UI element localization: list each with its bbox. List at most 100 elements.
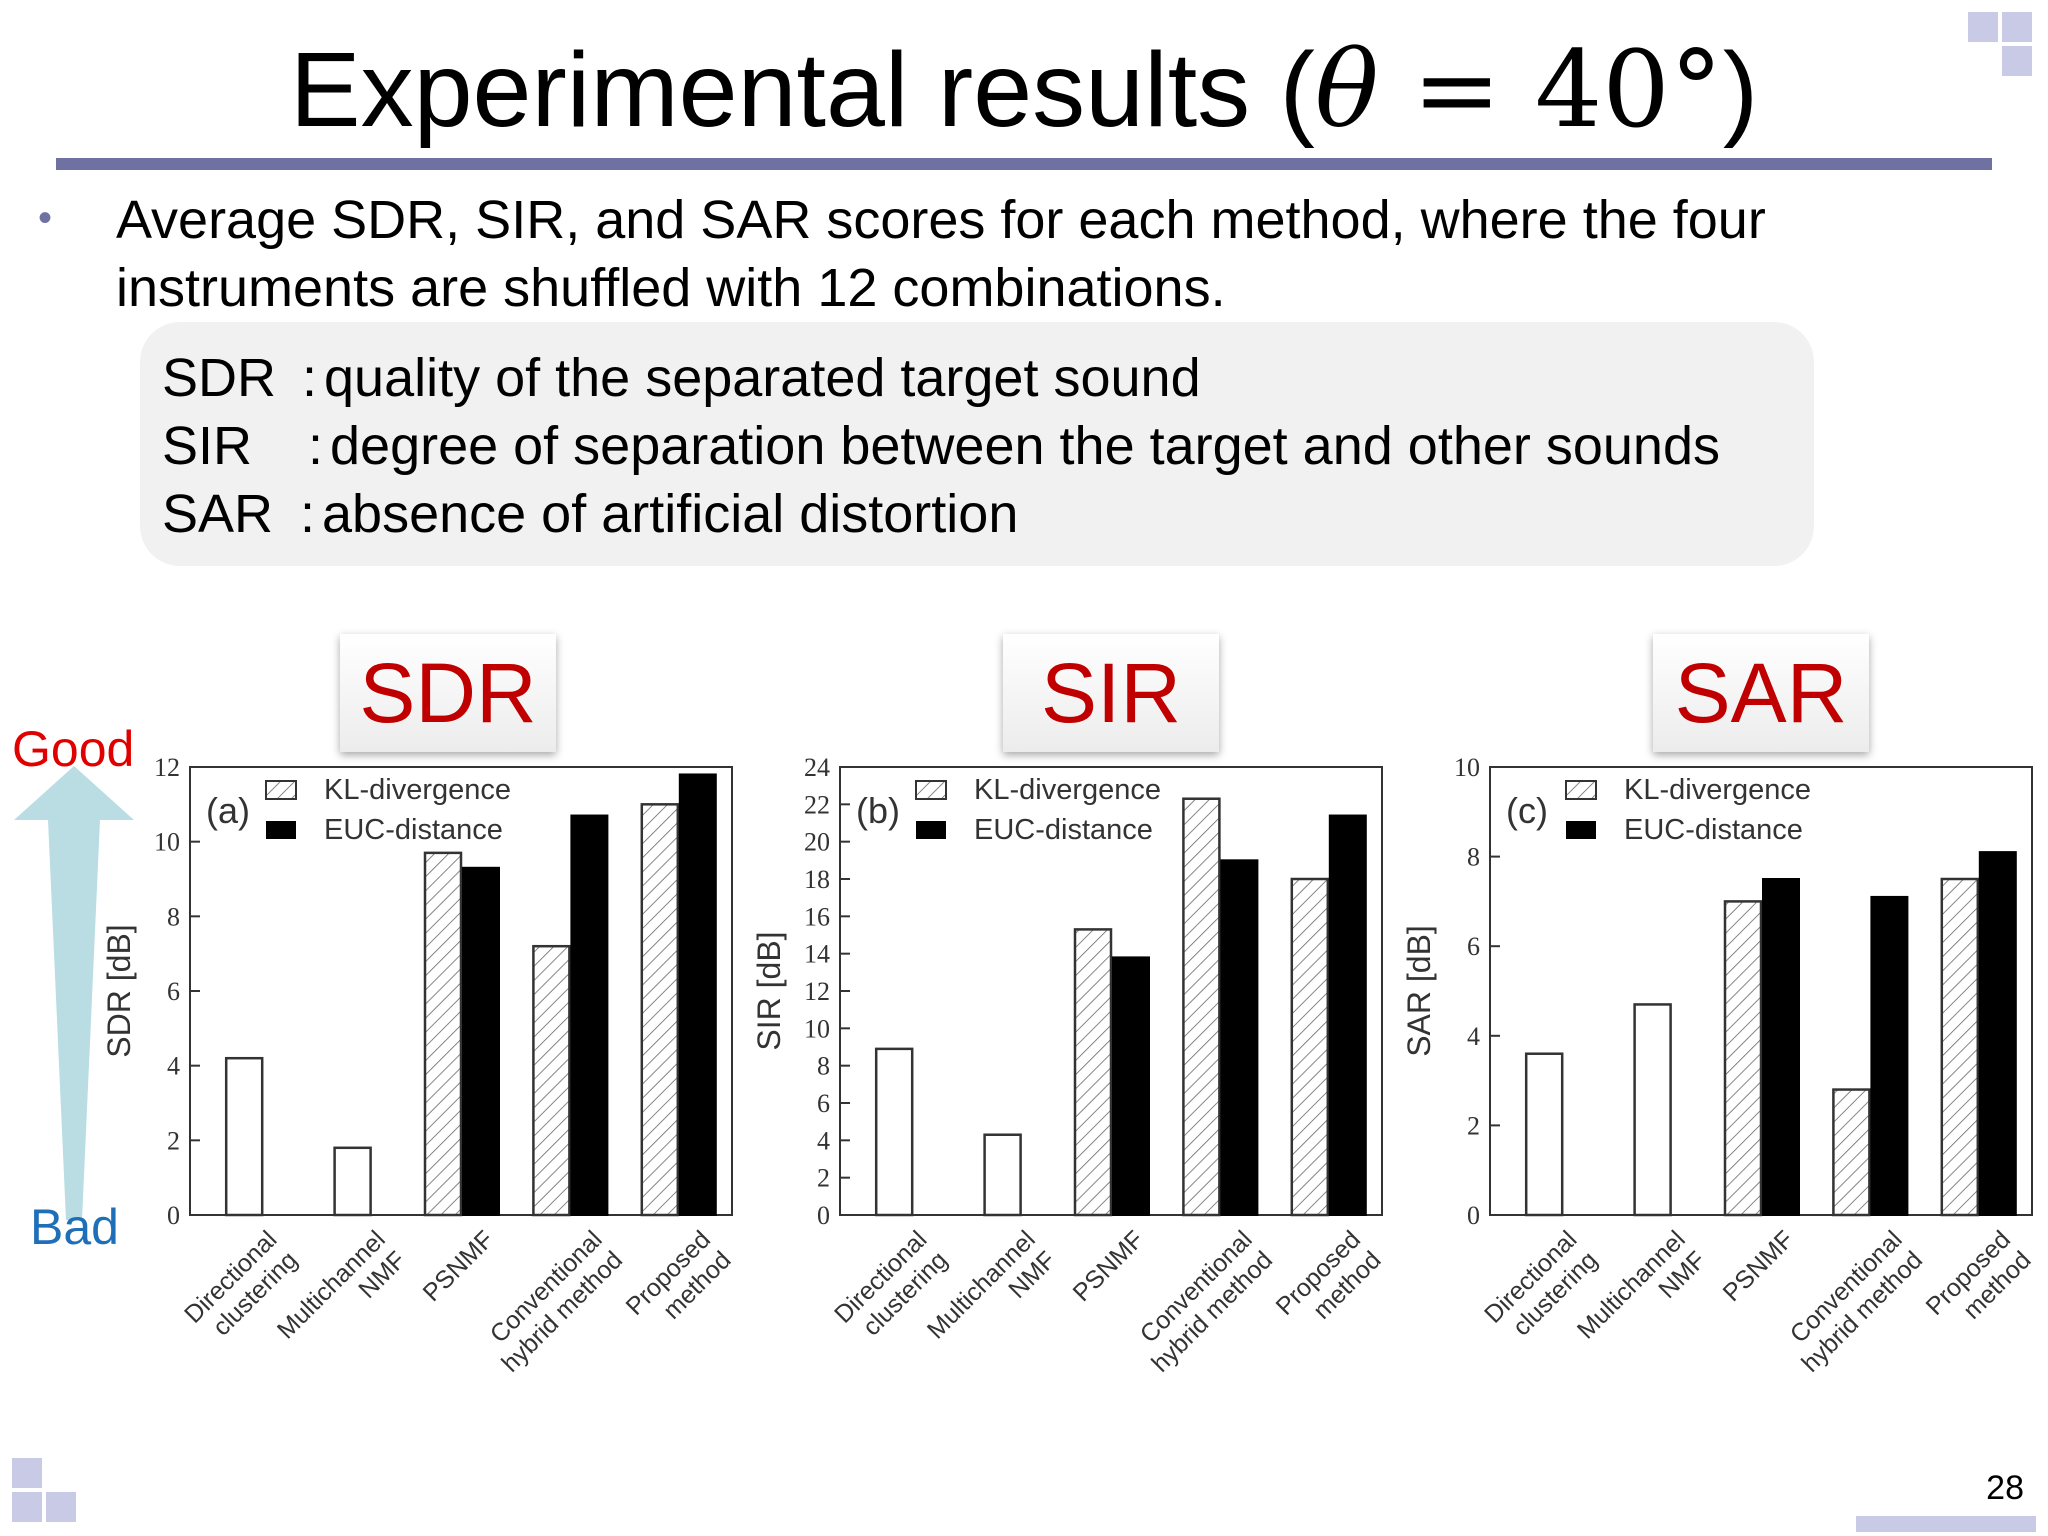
- category-label: PSNMF: [1718, 1225, 1800, 1307]
- legend-text: KL-divergence: [1624, 774, 1811, 806]
- title-rule: [56, 158, 1992, 170]
- bar-euc: [1762, 878, 1800, 1216]
- page-number: 28: [1986, 1469, 2024, 1507]
- y-axis-label: SAR [dB]: [1401, 925, 1437, 1057]
- corner-square: [46, 1492, 76, 1522]
- legend-swatch-hatched: [915, 780, 947, 800]
- legend-text: EUC-distance: [324, 814, 503, 846]
- bar-euc: [1328, 814, 1367, 1217]
- y-axis-label: SIR [dB]: [751, 931, 787, 1050]
- bar-single: [333, 1146, 372, 1217]
- slide-title: Experimental results (θ = 40°): [0, 30, 2048, 150]
- corner-square: [2002, 46, 2032, 76]
- definition-term: SDR: [162, 348, 277, 408]
- bar-single: [874, 1047, 914, 1217]
- category-label-line: PSNMF: [418, 1225, 500, 1307]
- bar-kl: [1723, 900, 1763, 1217]
- definition-colon: :: [300, 484, 316, 544]
- metric-label-sar: SAR: [1653, 634, 1869, 752]
- metric-label-sir: SIR: [1003, 634, 1219, 752]
- y-tick-label: 18: [804, 865, 830, 894]
- category-label: Proposedmethod: [621, 1225, 737, 1341]
- bar-single: [1633, 1003, 1672, 1217]
- category-label-line: PSNMF: [1068, 1225, 1150, 1307]
- bad-label: Bad: [30, 1199, 119, 1255]
- y-tick-label: 12: [154, 753, 180, 782]
- corner-square: [1968, 12, 1998, 42]
- bar-single: [983, 1133, 1022, 1217]
- legend-swatch-hatched: [1565, 780, 1597, 800]
- bar-kl: [640, 803, 680, 1217]
- title-text: Experimental results (: [289, 31, 1315, 149]
- bar-euc: [1870, 895, 1909, 1216]
- y-tick-label: 4: [167, 1052, 180, 1081]
- y-tick-label: 6: [817, 1089, 830, 1118]
- bar-kl: [1182, 797, 1221, 1217]
- category-label: Proposedmethod: [1921, 1225, 2037, 1341]
- title-math: θ = 40°: [1315, 28, 1723, 151]
- y-tick-label: 0: [167, 1201, 180, 1230]
- legend-text: EUC-distance: [974, 814, 1153, 846]
- panel-label: (a): [206, 790, 250, 831]
- bar-euc: [678, 773, 717, 1216]
- bar-kl: [1832, 1088, 1871, 1217]
- y-tick-label: 16: [804, 902, 830, 931]
- corner-square: [12, 1492, 42, 1522]
- bar-kl: [1290, 877, 1330, 1217]
- definitions-box: SDR : quality of the separated target so…: [140, 322, 1814, 566]
- bar-kl: [1073, 928, 1113, 1217]
- category-label: Conventionalhybrid method: [1776, 1225, 1928, 1377]
- legend-text: KL-divergence: [324, 774, 511, 806]
- quality-arrow-icon: [14, 766, 134, 1220]
- legend-text: EUC-distance: [1624, 814, 1803, 846]
- bar-single: [1524, 1052, 1564, 1217]
- y-tick-label: 10: [1454, 753, 1480, 782]
- title-close: ): [1722, 31, 1759, 149]
- bar-kl: [532, 944, 571, 1217]
- y-tick-label: 10: [804, 1014, 830, 1043]
- legend-swatch-hatched: [265, 780, 297, 800]
- y-tick-label: 2: [1467, 1111, 1480, 1140]
- definition-desc: degree of separation between the target …: [330, 416, 1720, 476]
- definition-term: SAR: [162, 484, 274, 544]
- y-tick-label: 0: [1467, 1201, 1480, 1230]
- corner-square: [12, 1458, 42, 1488]
- panel-label: (b): [856, 790, 900, 831]
- chart-sar: 0 2 4 6 8 10 SAR [dB] (c) KL-divergence EUC-dista…: [1401, 753, 2037, 1378]
- y-tick-label: 4: [1467, 1022, 1480, 1051]
- title-equation: = 40°: [1378, 28, 1723, 151]
- legend-swatch-solid: [1566, 821, 1596, 839]
- category-label: MultichannelNMF: [922, 1225, 1062, 1365]
- legend-text: KL-divergence: [974, 774, 1161, 806]
- category-label: MultichannelNMF: [272, 1225, 412, 1365]
- y-tick-label: 8: [167, 902, 180, 931]
- bullet-text: Average SDR, SIR, and SAR scores for eac…: [116, 190, 1766, 318]
- y-tick-label: 8: [1467, 843, 1480, 872]
- bar-kl: [423, 851, 463, 1217]
- y-tick-label: 24: [804, 753, 830, 782]
- definition-colon: :: [308, 416, 324, 476]
- chart-sdr: 0 2 4 6 8 10 12 SDR [dB] (a) KL-divergence EUC-dis…: [101, 753, 737, 1378]
- y-tick-label: 14: [804, 940, 830, 969]
- corner-square: [2002, 12, 2032, 42]
- category-label: Conventionalhybrid method: [476, 1225, 628, 1377]
- y-axis-label: SDR [dB]: [101, 924, 137, 1057]
- y-tick-label: 2: [817, 1164, 830, 1193]
- definition-desc: quality of the separated target sound: [324, 348, 1201, 408]
- definition-colon: :: [302, 348, 318, 408]
- category-label: MultichannelNMF: [1572, 1225, 1712, 1365]
- y-tick-label: 22: [804, 790, 830, 819]
- y-tick-label: 6: [1467, 932, 1480, 961]
- y-tick-label: 20: [804, 828, 830, 857]
- category-label: Conventionalhybrid method: [1126, 1225, 1278, 1377]
- title-theta: θ: [1314, 28, 1379, 151]
- y-tick-label: 2: [167, 1126, 180, 1155]
- good-label: Good: [12, 721, 135, 777]
- category-label-line: PSNMF: [1718, 1225, 1800, 1307]
- category-label: PSNMF: [1068, 1225, 1150, 1307]
- definition-desc: absence of artificial distortion: [322, 484, 1019, 544]
- y-tick-label: 6: [167, 977, 180, 1006]
- bar-euc: [1220, 859, 1259, 1216]
- legend-swatch-solid: [266, 821, 296, 839]
